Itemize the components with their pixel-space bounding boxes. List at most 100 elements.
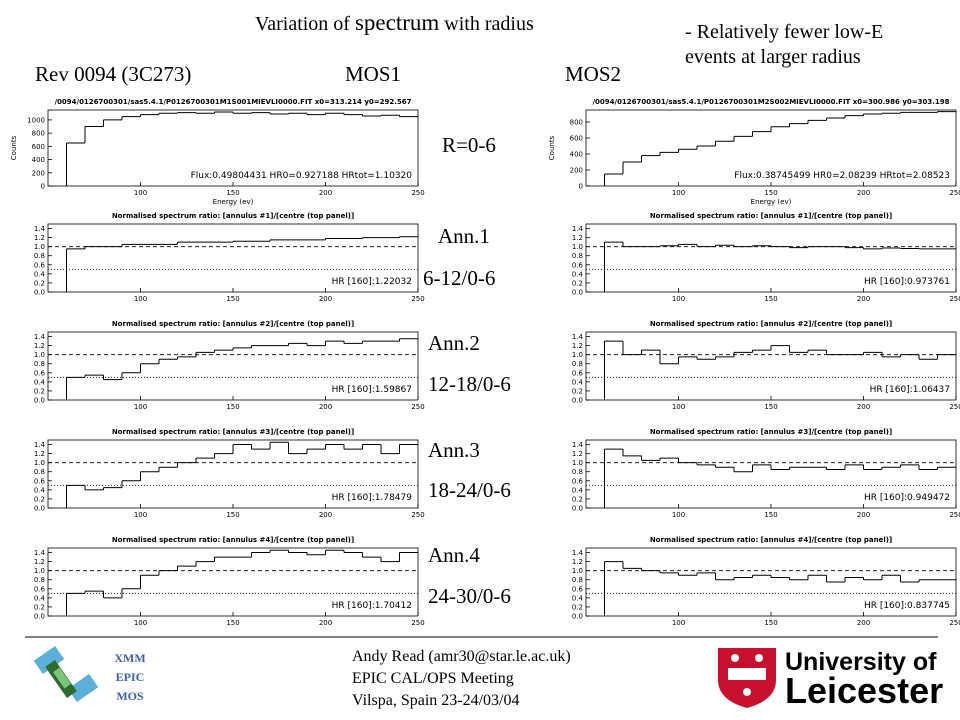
y-tick-label: 1.0 (34, 567, 45, 575)
author-line: EPIC CAL/OPS Meeting (352, 670, 514, 687)
x-tick-label: 250 (411, 189, 424, 197)
y-tick-label: 0.6 (572, 261, 584, 269)
y-tick-label: 600 (570, 135, 583, 143)
panel-stats: Flux:0.38745499 HR0=2.08239 HRtot=2.0852… (734, 171, 950, 181)
y-tick-label: 1.2 (34, 558, 45, 566)
x-tick-label: 150 (764, 295, 777, 303)
annulus-name: Ann.1 (438, 224, 490, 248)
slide-title: Variation of spectrum with radius (255, 10, 534, 35)
y-tick-label: 1000 (27, 116, 45, 124)
panel-stats: HR [160]:0.837745 (864, 601, 950, 611)
panel-title: Normalised spectrum ratio: [annulus #3]/… (650, 428, 892, 436)
y-tick-label: 0.6 (34, 477, 46, 485)
y-tick-label: 0.4 (572, 378, 584, 386)
x-tick-label: 150 (226, 295, 239, 303)
university-shield (718, 648, 776, 708)
y-tick-label: 1.0 (34, 459, 45, 467)
panel-title: /0094/0126700301/sas5.4.1/P0126700301M2S… (592, 98, 949, 106)
y-tick-label: 0.8 (572, 576, 583, 584)
y-tick-label: 0.2 (34, 603, 45, 611)
annulus-ratio: 24-30/0-6 (428, 584, 511, 608)
region-label: R=0-6 (442, 133, 496, 157)
y-tick-label: 600 (32, 143, 45, 151)
annulus-name: Ann.3 (428, 438, 480, 462)
annulus-name: Ann.2 (428, 331, 480, 355)
y-tick-label: 0.6 (34, 369, 46, 377)
panel-title: Normalised spectrum ratio: [annulus #3]/… (112, 428, 354, 436)
y-tick-label: 1.2 (572, 558, 583, 566)
x-tick-label: 150 (226, 619, 239, 627)
y-tick-label: 0 (579, 183, 583, 191)
x-tick-label: 250 (949, 403, 960, 411)
panel-title: /0094/0126700301/sas5.4.1/P0126700301M1S… (54, 98, 411, 106)
y-tick-label: 0.0 (572, 613, 583, 621)
y-tick-label: 0.4 (572, 486, 584, 494)
y-tick-label: 0.4 (572, 594, 584, 602)
y-tick-label: 0.8 (34, 252, 45, 260)
mission-label: EPIC (116, 670, 145, 684)
y-tick-label: 1.0 (572, 351, 583, 359)
x-axis-label: Energy (ev) (751, 198, 792, 206)
y-tick-label: 1.2 (34, 234, 45, 242)
annulus-ratio: 12-18/0-6 (428, 372, 511, 396)
y-tick-label: 1.4 (572, 549, 584, 557)
y-tick-label: 1.2 (572, 234, 583, 242)
y-tick-label: 1.0 (572, 459, 583, 467)
x-tick-label: 100 (672, 403, 685, 411)
column-header: Rev 0094 (3C273) (35, 62, 191, 86)
x-tick-label: 150 (764, 511, 777, 519)
panel-title: Normalised spectrum ratio: [annulus #4]/… (650, 536, 892, 544)
x-tick-label: 100 (134, 511, 147, 519)
x-tick-label: 100 (672, 295, 685, 303)
y-tick-label: 0.2 (572, 603, 583, 611)
note-line: - Relatively fewer low-E (685, 21, 883, 43)
y-tick-label: 1.4 (34, 441, 46, 449)
y-tick-label: 0.6 (572, 477, 584, 485)
y-tick-label: 0.0 (34, 505, 45, 513)
y-tick-label: 0 (41, 183, 45, 191)
y-tick-label: 0.2 (34, 279, 45, 287)
y-tick-label: 0.6 (572, 369, 584, 377)
x-tick-label: 200 (319, 403, 332, 411)
y-tick-label: 1.4 (572, 441, 584, 449)
column-header: MOS1 (345, 62, 401, 86)
annulus-name: Ann.4 (428, 543, 480, 567)
x-tick-label: 250 (949, 295, 960, 303)
y-tick-label: 0.8 (34, 360, 45, 368)
annulus-ratio: 6-12/0-6 (423, 266, 495, 290)
x-tick-label: 250 (949, 511, 960, 519)
x-tick-label: 150 (764, 619, 777, 627)
panel-title: Normalised spectrum ratio: [annulus #1]/… (112, 212, 354, 220)
y-axis-label: Counts (548, 135, 556, 160)
x-axis-label: Energy (ev) (213, 198, 254, 206)
y-tick-label: 0.4 (34, 486, 46, 494)
mission-label: MOS (116, 689, 144, 703)
panel-stats: HR [160]:1.78479 (332, 493, 413, 503)
y-tick-label: 1.0 (572, 567, 583, 575)
y-tick-label: 0.0 (572, 289, 583, 297)
x-tick-label: 200 (857, 619, 870, 627)
y-tick-label: 0.8 (572, 360, 583, 368)
y-tick-label: 200 (32, 169, 45, 177)
y-tick-label: 800 (32, 130, 45, 138)
y-tick-label: 0.8 (572, 468, 583, 476)
x-tick-label: 200 (857, 511, 870, 519)
y-tick-label: 1.4 (572, 333, 584, 341)
y-tick-label: 400 (570, 151, 583, 159)
panel-stats: HR [160]:1.70412 (332, 601, 412, 611)
y-tick-label: 1.4 (34, 225, 46, 233)
x-tick-label: 200 (319, 295, 332, 303)
y-tick-label: 0.2 (572, 387, 583, 395)
x-tick-label: 250 (411, 403, 424, 411)
x-tick-label: 150 (764, 189, 777, 197)
y-tick-label: 1.4 (34, 549, 46, 557)
y-tick-label: 400 (32, 156, 45, 164)
x-tick-label: 100 (134, 295, 147, 303)
panel-title: Normalised spectrum ratio: [annulus #1]/… (650, 212, 892, 220)
x-tick-label: 200 (319, 511, 332, 519)
y-tick-label: 0.2 (572, 495, 583, 503)
y-tick-label: 0.0 (572, 505, 583, 513)
y-tick-label: 0.8 (34, 468, 45, 476)
x-tick-label: 250 (949, 619, 960, 627)
